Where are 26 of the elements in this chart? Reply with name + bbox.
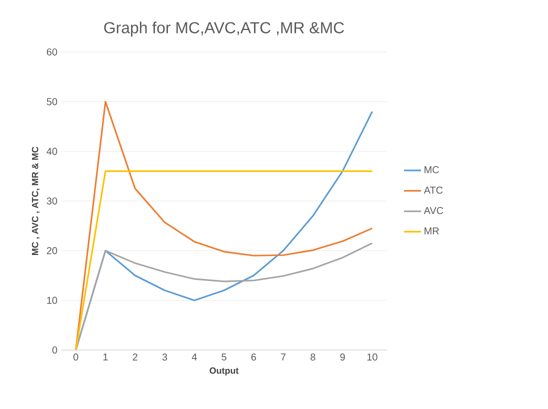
- x-tick-label: 9: [340, 354, 345, 361]
- legend-label: ATC: [424, 186, 443, 194]
- x-tick-label: 4: [192, 354, 197, 360]
- x-tick-label: 5: [222, 354, 226, 360]
- line-series: [75, 242, 373, 351]
- x-axis-title: Output: [210, 367, 239, 376]
- y-axis-title: MC , AVC , ATC, MR & MC: [32, 146, 40, 256]
- y-tick-label: 60: [46, 48, 58, 56]
- x-tick-label: 6: [251, 354, 256, 361]
- x-tick-label: 2: [132, 354, 138, 360]
- x-tick-label: 10: [367, 354, 378, 361]
- x-tick-label: 8: [310, 354, 316, 361]
- y-tick-label: 20: [46, 247, 58, 254]
- x-tick-label: 3: [162, 354, 168, 361]
- y-tick-label: 10: [47, 296, 58, 304]
- x-tick-label: 7: [281, 354, 286, 360]
- chart-title: Graph for MC,AVC,ATC ,MR &MC: [104, 22, 344, 37]
- legend-label: MC: [424, 166, 439, 174]
- y-tick-label: 30: [46, 197, 58, 205]
- y-tick-label: 40: [46, 148, 58, 155]
- legend-label: AVC: [424, 207, 444, 214]
- x-tick-label: 0: [73, 354, 78, 361]
- y-tick-label: 50: [46, 98, 58, 106]
- y-tick-label: 0: [52, 346, 58, 354]
- legend-label: MR: [424, 227, 439, 234]
- x-tick-label: 1: [103, 354, 108, 360]
